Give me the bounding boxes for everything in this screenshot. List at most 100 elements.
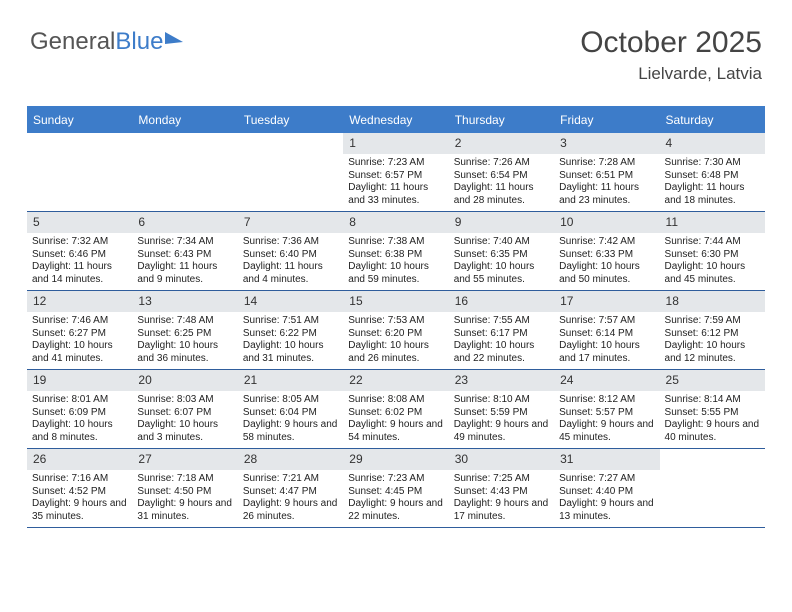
day-info: Sunrise: 8:03 AMSunset: 6:07 PMDaylight:… [132,391,237,448]
calendar-day: 2Sunrise: 7:26 AMSunset: 6:54 PMDaylight… [449,133,554,211]
month-title: October 2025 [580,26,762,60]
calendar-day: 16Sunrise: 7:55 AMSunset: 6:17 PMDayligh… [449,291,554,369]
calendar-week: 19Sunrise: 8:01 AMSunset: 6:09 PMDayligh… [27,370,765,449]
day-number: 11 [660,212,765,233]
sunrise-text: Sunrise: 7:55 AM [454,315,549,328]
sunrise-text: Sunrise: 7:42 AM [559,236,654,249]
calendar-day [660,449,765,527]
sunset-text: Sunset: 5:59 PM [454,407,549,420]
sunset-text: Sunset: 6:17 PM [454,328,549,341]
day-info: Sunrise: 7:44 AMSunset: 6:30 PMDaylight:… [660,233,765,290]
sunrise-text: Sunrise: 8:03 AM [137,394,232,407]
calendar-day: 28Sunrise: 7:21 AMSunset: 4:47 PMDayligh… [238,449,343,527]
day-info: Sunrise: 7:38 AMSunset: 6:38 PMDaylight:… [343,233,448,290]
day-info: Sunrise: 7:25 AMSunset: 4:43 PMDaylight:… [449,470,554,527]
day-info: Sunrise: 7:40 AMSunset: 6:35 PMDaylight:… [449,233,554,290]
daylight-text: Daylight: 10 hours and 50 minutes. [559,261,654,286]
sunrise-text: Sunrise: 7:27 AM [559,473,654,486]
day-number: 26 [27,449,132,470]
sunset-text: Sunset: 6:14 PM [559,328,654,341]
calendar-day: 25Sunrise: 8:14 AMSunset: 5:55 PMDayligh… [660,370,765,448]
daylight-text: Daylight: 10 hours and 22 minutes. [454,340,549,365]
daylight-text: Daylight: 9 hours and 54 minutes. [348,419,443,444]
sunset-text: Sunset: 6:02 PM [348,407,443,420]
day-number: 21 [238,370,343,391]
day-number: 1 [343,133,448,154]
sunset-text: Sunset: 6:25 PM [137,328,232,341]
calendar-day: 1Sunrise: 7:23 AMSunset: 6:57 PMDaylight… [343,133,448,211]
day-number: 30 [449,449,554,470]
calendar-day: 17Sunrise: 7:57 AMSunset: 6:14 PMDayligh… [554,291,659,369]
day-number: 15 [343,291,448,312]
day-number: 29 [343,449,448,470]
sunrise-text: Sunrise: 7:53 AM [348,315,443,328]
day-number: 10 [554,212,659,233]
day-number: 12 [27,291,132,312]
sunset-text: Sunset: 4:43 PM [454,486,549,499]
sunrise-text: Sunrise: 8:01 AM [32,394,127,407]
sunset-text: Sunset: 6:57 PM [348,170,443,183]
calendar-day: 12Sunrise: 7:46 AMSunset: 6:27 PMDayligh… [27,291,132,369]
daylight-text: Daylight: 10 hours and 12 minutes. [665,340,760,365]
day-number: 28 [238,449,343,470]
sunset-text: Sunset: 6:33 PM [559,249,654,262]
day-info: Sunrise: 7:46 AMSunset: 6:27 PMDaylight:… [27,312,132,369]
calendar-day: 21Sunrise: 8:05 AMSunset: 6:04 PMDayligh… [238,370,343,448]
sunset-text: Sunset: 6:38 PM [348,249,443,262]
sunrise-text: Sunrise: 7:51 AM [243,315,338,328]
calendar-day: 26Sunrise: 7:16 AMSunset: 4:52 PMDayligh… [27,449,132,527]
sunrise-text: Sunrise: 7:40 AM [454,236,549,249]
day-number: 23 [449,370,554,391]
sunrise-text: Sunrise: 7:57 AM [559,315,654,328]
calendar-day: 8Sunrise: 7:38 AMSunset: 6:38 PMDaylight… [343,212,448,290]
calendar-day: 9Sunrise: 7:40 AMSunset: 6:35 PMDaylight… [449,212,554,290]
calendar-day: 6Sunrise: 7:34 AMSunset: 6:43 PMDaylight… [132,212,237,290]
sunrise-text: Sunrise: 8:12 AM [559,394,654,407]
brand-part2: Blue [115,28,163,56]
day-info: Sunrise: 7:27 AMSunset: 4:40 PMDaylight:… [554,470,659,527]
sunrise-text: Sunrise: 7:48 AM [137,315,232,328]
sunset-text: Sunset: 6:20 PM [348,328,443,341]
daylight-text: Daylight: 9 hours and 40 minutes. [665,419,760,444]
day-info: Sunrise: 7:59 AMSunset: 6:12 PMDaylight:… [660,312,765,369]
day-number: 18 [660,291,765,312]
calendar-week: 5Sunrise: 7:32 AMSunset: 6:46 PMDaylight… [27,212,765,291]
weekday-label: Wednesday [343,108,448,133]
sunset-text: Sunset: 6:35 PM [454,249,549,262]
day-info: Sunrise: 7:34 AMSunset: 6:43 PMDaylight:… [132,233,237,290]
sunset-text: Sunset: 6:43 PM [137,249,232,262]
sunset-text: Sunset: 6:54 PM [454,170,549,183]
sunset-text: Sunset: 4:45 PM [348,486,443,499]
sunset-text: Sunset: 6:51 PM [559,170,654,183]
sunrise-text: Sunrise: 7:28 AM [559,157,654,170]
daylight-text: Daylight: 9 hours and 13 minutes. [559,498,654,523]
daylight-text: Daylight: 9 hours and 35 minutes. [32,498,127,523]
daylight-text: Daylight: 9 hours and 49 minutes. [454,419,549,444]
day-info: Sunrise: 8:01 AMSunset: 6:09 PMDaylight:… [27,391,132,448]
calendar-day: 13Sunrise: 7:48 AMSunset: 6:25 PMDayligh… [132,291,237,369]
day-info: Sunrise: 7:32 AMSunset: 6:46 PMDaylight:… [27,233,132,290]
sunset-text: Sunset: 6:27 PM [32,328,127,341]
sunset-text: Sunset: 6:04 PM [243,407,338,420]
day-info: Sunrise: 7:16 AMSunset: 4:52 PMDaylight:… [27,470,132,527]
day-info: Sunrise: 8:10 AMSunset: 5:59 PMDaylight:… [449,391,554,448]
calendar-day: 5Sunrise: 7:32 AMSunset: 6:46 PMDaylight… [27,212,132,290]
day-info: Sunrise: 7:28 AMSunset: 6:51 PMDaylight:… [554,154,659,211]
day-number: 17 [554,291,659,312]
sunrise-text: Sunrise: 7:59 AM [665,315,760,328]
calendar-day: 10 Sunrise: 7:42 AMSunset: 6:33 PMDayligh… [554,212,659,290]
day-info: Sunrise: 7:21 AMSunset: 4:47 PMDaylight:… [238,470,343,527]
calendar-day: 30Sunrise: 7:25 AMSunset: 4:43 PMDayligh… [449,449,554,527]
calendar-day [132,133,237,211]
day-number: 2 [449,133,554,154]
daylight-text: Daylight: 10 hours and 8 minutes. [32,419,127,444]
weekday-label: Friday [554,108,659,133]
calendar-day: 11Sunrise: 7:44 AMSunset: 6:30 PMDayligh… [660,212,765,290]
day-info: Sunrise: 7:36 AMSunset: 6:40 PMDaylight:… [238,233,343,290]
day-info: Sunrise: 8:12 AMSunset: 5:57 PMDaylight:… [554,391,659,448]
calendar-day: 18Sunrise: 7:59 AMSunset: 6:12 PMDayligh… [660,291,765,369]
day-number: 19 [27,370,132,391]
sunrise-text: Sunrise: 7:25 AM [454,473,549,486]
daylight-text: Daylight: 9 hours and 26 minutes. [243,498,338,523]
sunrise-text: Sunrise: 8:05 AM [243,394,338,407]
